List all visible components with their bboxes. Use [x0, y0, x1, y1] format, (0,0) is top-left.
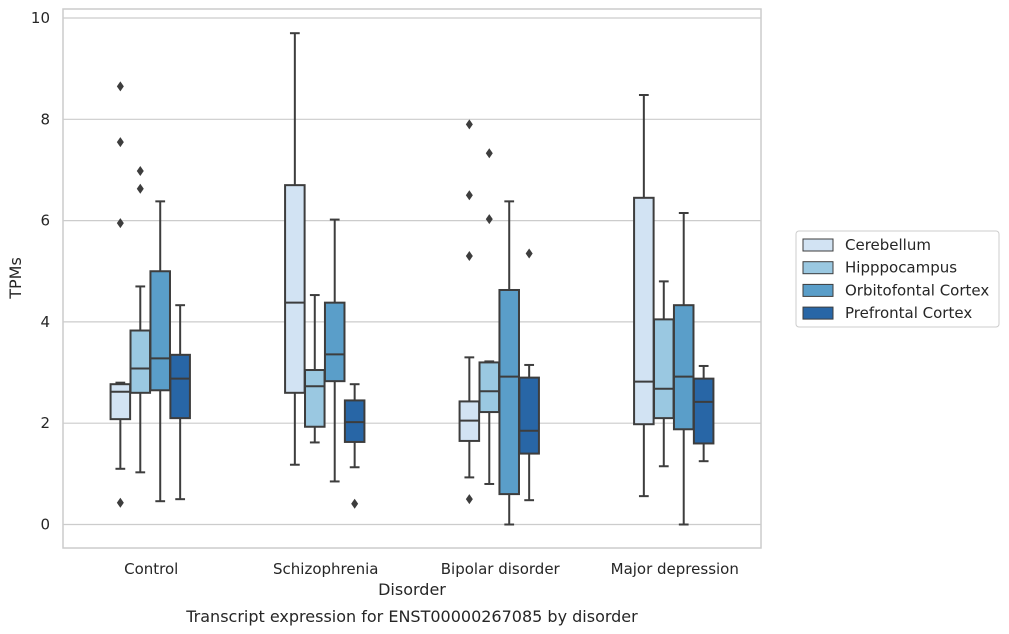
box-body: [498, 288, 520, 496]
legend-frame: [795, 230, 1000, 328]
plot-frame: [62, 8, 762, 549]
x-tick-label: Major depression: [611, 560, 739, 578]
legend: Cerebellum Hipppocampus Orbitofontal Corte…: [795, 230, 1000, 328]
box-body: [323, 301, 346, 383]
box-plot: [323, 218, 346, 483]
box-plot: [498, 200, 520, 526]
chart-caption: Transcript expression for ENST0000026708…: [185, 607, 638, 626]
y-tick-label: 8: [40, 110, 50, 128]
outlier-point: [351, 498, 359, 509]
outlier-point: [465, 190, 473, 201]
box-body: [284, 184, 306, 394]
box-plot: [149, 200, 171, 503]
x-tick-label: Control: [124, 560, 178, 578]
box-body: [109, 383, 132, 421]
box-body: [518, 376, 540, 455]
box-body: [672, 304, 695, 431]
legend-label: Cerebellum: [845, 236, 931, 254]
outlier-point: [465, 494, 473, 505]
legend-swatch: [802, 306, 834, 320]
outlier-point: [116, 137, 124, 148]
outlier-point: [136, 165, 144, 176]
box-plot: [304, 294, 326, 444]
box-plot: [284, 32, 306, 466]
outlier-point: [465, 251, 473, 262]
x-tick-labels: Control Schizophrenia Bipolar disorder Majo…: [124, 560, 739, 578]
x-tick-label: Bipolar disorder: [441, 560, 561, 578]
y-tick-label: 4: [40, 313, 50, 331]
box-plot: [672, 212, 695, 526]
y-tick-label: 10: [31, 9, 50, 27]
legend-swatch: [802, 261, 834, 275]
box-body: [304, 369, 326, 428]
legend-label: Hipppocampus: [845, 259, 957, 277]
box-plots: [109, 32, 715, 526]
legend-swatch: [802, 238, 834, 252]
outlier-point: [136, 183, 144, 194]
box-body: [343, 399, 366, 443]
y-tick-label: 0: [40, 516, 50, 534]
outlier-point: [465, 119, 473, 130]
box-body: [633, 196, 655, 426]
box-body: [653, 318, 675, 420]
outlier-point: [116, 81, 124, 92]
box-plot: [169, 304, 191, 501]
outlier-point: [485, 148, 493, 159]
legend-swatch: [802, 283, 834, 297]
box-plot: [633, 93, 655, 498]
legend-label: Prefrontal Cortex: [845, 304, 972, 322]
box-plot: [343, 383, 366, 509]
x-axis-label: Disorder: [378, 580, 446, 599]
box-body: [149, 270, 171, 392]
x-tick-label: Schizophrenia: [273, 560, 378, 578]
box-plot: [109, 81, 132, 508]
outlier-point: [525, 248, 533, 259]
outlier-point: [116, 497, 124, 508]
box-plot: [692, 364, 715, 463]
box-plot: [518, 248, 540, 502]
box-plot: [458, 119, 481, 505]
outlier-point: [116, 218, 124, 229]
box-body: [129, 329, 152, 394]
y-tick-labels: 0 2 4 6 8 10: [31, 9, 50, 534]
y-tick-label: 2: [40, 414, 50, 432]
y-axis-label: TPMs: [6, 257, 25, 300]
outlier-point: [485, 214, 493, 225]
y-tick-label: 6: [40, 212, 50, 230]
box-body: [169, 353, 191, 420]
legend-label: Orbitofontal Cortex: [845, 281, 989, 299]
box-body: [478, 361, 501, 414]
box-body: [692, 377, 715, 445]
